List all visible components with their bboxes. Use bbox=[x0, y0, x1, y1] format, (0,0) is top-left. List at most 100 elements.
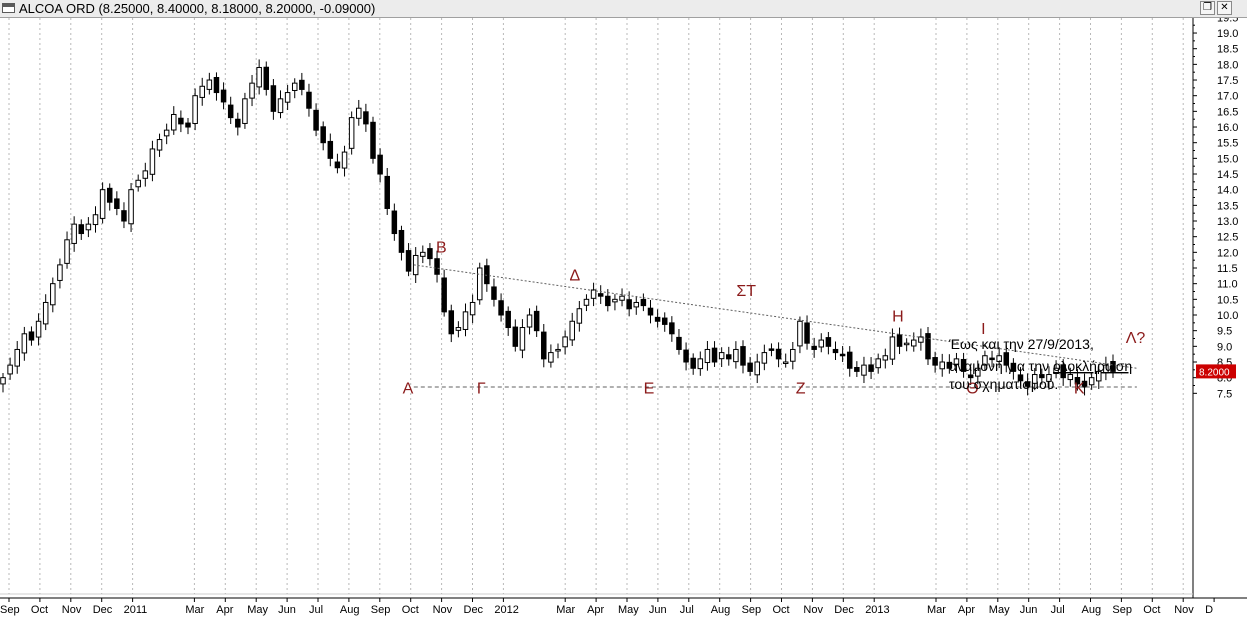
candle-down bbox=[377, 154, 383, 175]
candle-up bbox=[548, 352, 554, 363]
x-tick-label-may: May bbox=[618, 604, 639, 616]
wave-label-γ: Γ bbox=[477, 380, 486, 397]
candle-down bbox=[448, 310, 455, 335]
candle-down bbox=[491, 286, 497, 300]
chart-window-icon bbox=[2, 3, 15, 13]
candle-down bbox=[832, 348, 839, 354]
candle-down bbox=[78, 224, 85, 235]
wave-label-z: Z bbox=[796, 380, 806, 397]
candle-down bbox=[434, 258, 440, 275]
candle-up bbox=[50, 283, 56, 306]
candle-down bbox=[932, 357, 938, 366]
x-tick-label-apr: Apr bbox=[587, 604, 604, 616]
x-tick-label-sep: Sep bbox=[0, 604, 20, 616]
wave-label-a: A bbox=[403, 380, 414, 397]
candle-down bbox=[846, 351, 853, 369]
candle-down bbox=[896, 334, 903, 347]
candle-down bbox=[654, 316, 661, 322]
candle-down bbox=[967, 374, 974, 379]
candle-up bbox=[291, 82, 298, 91]
restore-icon: ❐ bbox=[1203, 2, 1212, 13]
x-tick-label-aug: Aug bbox=[711, 604, 731, 616]
candle-up bbox=[953, 358, 960, 366]
candle-down bbox=[334, 161, 341, 169]
x-tick-label-nov: Nov bbox=[803, 604, 823, 616]
annotation-text: αναμονή για την bbox=[949, 358, 1053, 374]
x-tick-label-dec: Dec bbox=[93, 604, 113, 616]
candle-up bbox=[939, 361, 945, 370]
wave-label-k: K bbox=[1074, 380, 1085, 397]
candle-down bbox=[512, 326, 519, 347]
candle-down bbox=[676, 336, 682, 350]
x-tick-label-oct: Oct bbox=[31, 604, 48, 616]
y-tick-label: 18.0 bbox=[1217, 59, 1238, 71]
candle-up bbox=[790, 348, 796, 362]
x-tick-label-2013: 2013 bbox=[865, 604, 889, 616]
candle-up bbox=[476, 267, 483, 301]
candle-up bbox=[562, 336, 568, 348]
candle-up bbox=[797, 320, 803, 347]
y-tick-label: 12.0 bbox=[1217, 247, 1238, 259]
candle-up bbox=[156, 139, 163, 151]
y-tick-label: 10.0 bbox=[1217, 310, 1238, 322]
candle-down bbox=[825, 337, 832, 347]
y-tick-label: 19.0 bbox=[1217, 28, 1238, 40]
x-tick-label-jul: Jul bbox=[309, 604, 323, 616]
annotation-line-3: του σχηματισμού. bbox=[949, 376, 1058, 392]
y-tick-label: 10.5 bbox=[1217, 294, 1238, 306]
candle-up bbox=[420, 251, 426, 257]
y-tick-label: 19.5 bbox=[1217, 18, 1238, 24]
x-tick-label-oct: Oct bbox=[773, 604, 790, 616]
y-tick-label: 15.5 bbox=[1217, 138, 1238, 150]
candle-down bbox=[960, 358, 967, 372]
x-tick-label-sep: Sep bbox=[742, 604, 762, 616]
candle-up bbox=[519, 327, 526, 351]
candle-down bbox=[370, 121, 376, 159]
candle-down bbox=[541, 331, 547, 360]
candle-down bbox=[1110, 360, 1116, 372]
candle-up bbox=[612, 298, 618, 303]
y-tick-label: 15.0 bbox=[1217, 153, 1238, 165]
candle-down bbox=[640, 298, 647, 307]
close-icon: ✕ bbox=[1220, 2, 1229, 13]
candle-down bbox=[740, 346, 746, 366]
candle-up bbox=[356, 107, 362, 119]
candle-up bbox=[555, 348, 561, 352]
candle-up bbox=[21, 333, 28, 354]
candle-up bbox=[1031, 374, 1038, 384]
candle-down bbox=[327, 140, 334, 159]
candle-down bbox=[804, 322, 810, 344]
candle-up bbox=[982, 355, 988, 366]
candle-down bbox=[106, 187, 113, 203]
y-tick-label: 17.5 bbox=[1217, 75, 1238, 87]
candle-down bbox=[946, 361, 953, 369]
candle-up bbox=[1103, 364, 1109, 374]
candle-up bbox=[576, 308, 583, 324]
candle-up bbox=[569, 320, 575, 341]
x-tick-label-mar: Mar bbox=[927, 604, 946, 616]
candle-down bbox=[605, 295, 611, 307]
x-tick-label-mar: Mar bbox=[185, 604, 204, 616]
candle-up bbox=[42, 301, 49, 325]
x-tick-label-may: May bbox=[247, 604, 268, 616]
candle-down bbox=[1081, 380, 1088, 388]
candle-up bbox=[975, 367, 981, 377]
x-tick-label-oct: Oct bbox=[1143, 604, 1160, 616]
x-tick-label-d: D bbox=[1205, 604, 1213, 616]
x-tick-label-oct: Oct bbox=[402, 604, 419, 616]
y-tick-label: 17.0 bbox=[1217, 91, 1238, 103]
y-tick-label: 13.5 bbox=[1217, 200, 1238, 212]
candle-down bbox=[775, 348, 782, 360]
price-marker-label: 8.2000 bbox=[1199, 367, 1230, 378]
restore-window-button[interactable]: ❐ bbox=[1200, 1, 1215, 15]
candle-down bbox=[391, 210, 398, 235]
close-window-button[interactable]: ✕ bbox=[1217, 1, 1232, 15]
candle-down bbox=[726, 354, 732, 360]
candle-down bbox=[398, 229, 405, 253]
candle-down bbox=[263, 66, 270, 90]
candle-down bbox=[427, 248, 433, 260]
price-chart: Sep Oct Nov Dec 2011 Mar Apr May Jun Jul Aug Sep Oct… bbox=[0, 18, 1247, 616]
candle-up bbox=[256, 66, 262, 88]
candle-up bbox=[889, 336, 896, 360]
candle-up bbox=[619, 295, 625, 301]
